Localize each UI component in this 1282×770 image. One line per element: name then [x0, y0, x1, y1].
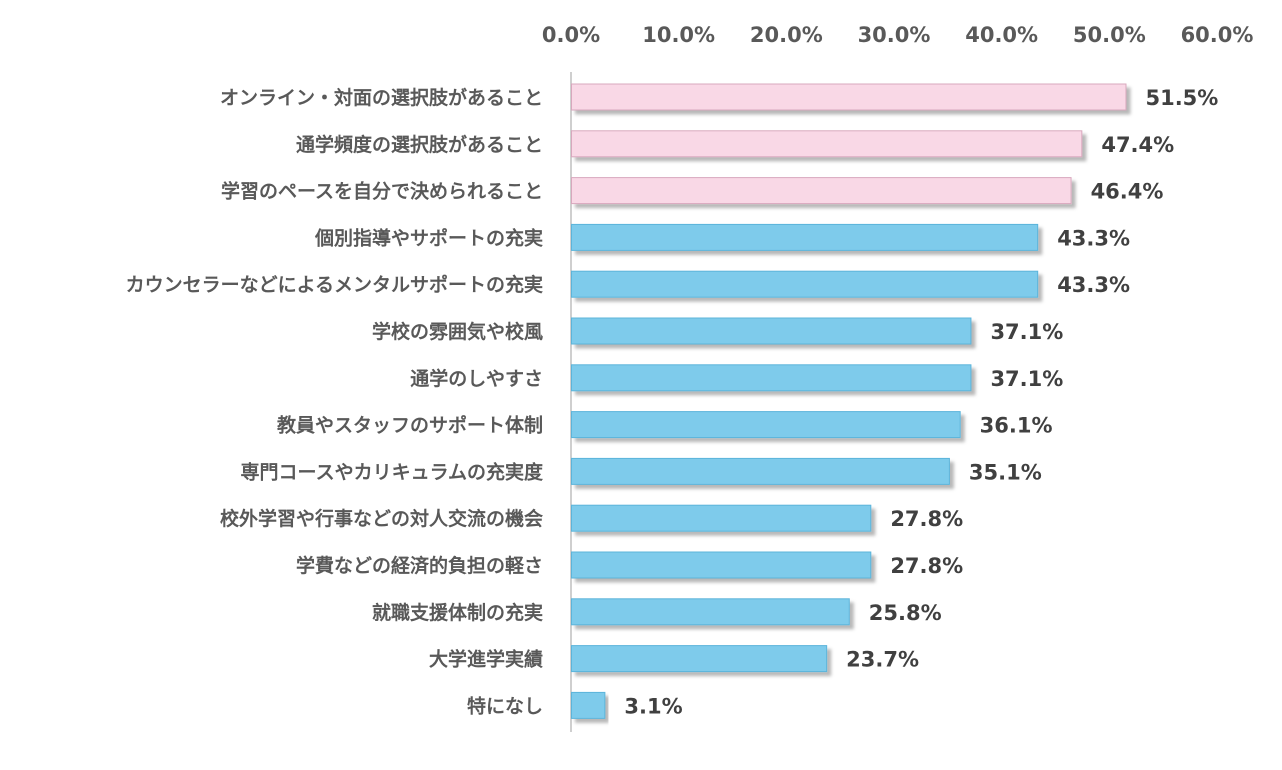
data-label: 35.1% — [969, 460, 1042, 484]
category-label: 通学のしやすさ — [410, 367, 543, 390]
x-tick-label: 40.0% — [965, 23, 1038, 47]
bar — [571, 364, 972, 392]
bar — [571, 645, 828, 673]
data-label: 25.8% — [869, 601, 942, 625]
category-label: 学費などの経済的負担の軽さ — [296, 554, 543, 577]
category-label: 教員やスタッフのサポート体制 — [277, 414, 543, 437]
bar — [571, 457, 950, 485]
data-label: 43.3% — [1057, 273, 1130, 297]
bar — [571, 691, 606, 719]
bar — [571, 83, 1127, 111]
data-label: 23.7% — [846, 648, 919, 672]
category-label: 専門コースやカリキュラムの充実度 — [241, 460, 544, 483]
bar — [571, 130, 1083, 158]
data-label: 43.3% — [1057, 226, 1130, 250]
x-tick-label: 30.0% — [858, 23, 931, 47]
category-label: 個別指導やサポートの充実 — [314, 226, 543, 249]
data-label: 27.8% — [890, 507, 963, 531]
data-label: 27.8% — [890, 554, 963, 578]
category-label: 校外学習や行事などの対人交流の機会 — [220, 507, 543, 530]
category-label: オンライン・対面の選択肢があること — [220, 86, 543, 109]
bar — [571, 223, 1039, 251]
data-label: 37.1% — [990, 320, 1063, 344]
category-label: 特になし — [467, 695, 543, 717]
x-tick-label: 10.0% — [642, 23, 715, 47]
bar — [571, 551, 872, 579]
category-label: 就職支援体制の充実 — [372, 601, 543, 624]
bar — [571, 411, 961, 439]
value-labels: 51.5% 47.4% 46.4% 43.3% 43.3% 37.1% 37.1% 36.1%… — [624, 86, 1218, 718]
data-label: 37.1% — [990, 367, 1063, 391]
data-label: 36.1% — [980, 414, 1053, 438]
bar-series — [571, 83, 1127, 719]
bar — [571, 317, 972, 345]
category-labels: オンライン・対面の選択肢があること通学頻度の選択肢があること学習のペースを自分で… — [126, 86, 544, 717]
category-label: 学校の雰囲気や校風 — [372, 320, 543, 343]
x-tick-label: 50.0% — [1073, 23, 1146, 47]
bar — [571, 270, 1039, 298]
bar — [571, 177, 1072, 205]
data-label: 47.4% — [1101, 133, 1174, 157]
category-label: 通学頻度の選択肢があること — [296, 133, 543, 156]
x-tick-label: 20.0% — [750, 23, 823, 47]
bar — [571, 598, 850, 626]
data-label: 46.4% — [1091, 180, 1164, 204]
bar — [571, 504, 872, 532]
x-tick-label: 60.0% — [1181, 23, 1254, 47]
category-label: 学習のペースを自分で決められること — [221, 180, 543, 203]
category-label: 大学進学実績 — [429, 648, 543, 671]
data-label: 51.5% — [1145, 86, 1218, 110]
data-label: 3.1% — [624, 694, 682, 718]
category-label: カウンセラーなどによるメンタルサポートの充実 — [126, 273, 543, 296]
x-axis-tick-labels: 0.0% 10.0% 20.0% 30.0% 40.0% 50.0% 60.0% — [542, 23, 1254, 47]
x-tick-label: 0.0% — [542, 23, 600, 47]
